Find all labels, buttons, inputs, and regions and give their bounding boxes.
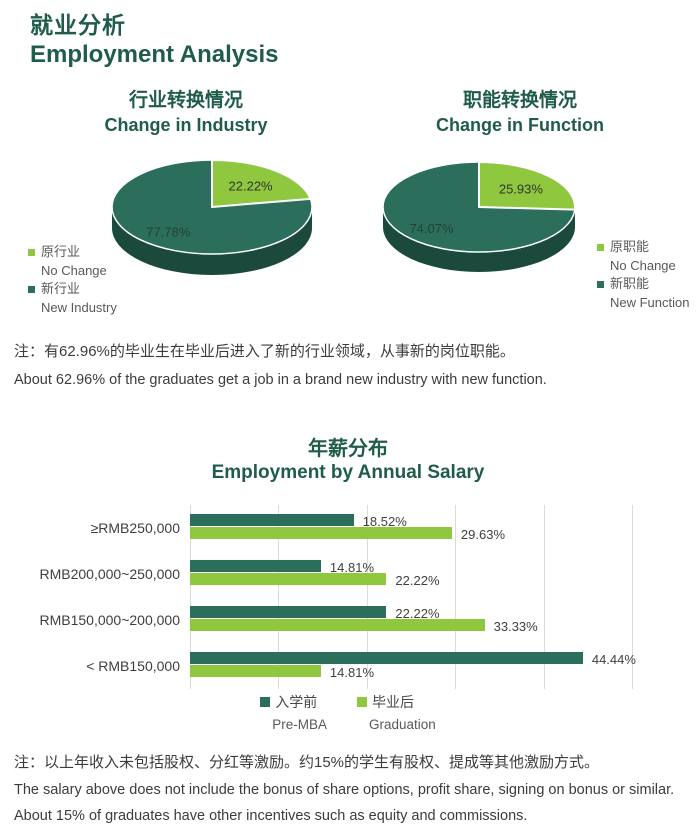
legend-item-graduation: 毕业后 Graduation — [356, 692, 436, 732]
legend-item: 新职能 — [597, 275, 689, 294]
graduation-swatch-icon — [356, 697, 367, 707]
function-pie-title-en: Change in Function — [436, 115, 604, 135]
function-pie-legend: 原职能 No Change 新职能 New Function — [597, 238, 689, 312]
legend-label-zh: 原行业 — [41, 244, 81, 259]
salary-chart-title-zh: 年薪分布 — [308, 438, 388, 460]
bar-category-label: RMB200,000~250,000 — [39, 566, 181, 582]
bar-category-label: < RMB150,000 — [86, 658, 180, 674]
bar-row: 18.52% 29.63% — [190, 505, 632, 551]
bar-row: 44.44% 14.81% — [190, 643, 636, 689]
legend-label-zh: 入学前 — [275, 694, 318, 710]
legend-item: 新行业 — [28, 280, 117, 299]
bar-value-label: 33.33% — [493, 619, 538, 634]
graduation-bar — [190, 573, 387, 585]
legend-label-en: No Change — [610, 257, 676, 273]
pre-mba-bar — [190, 560, 321, 572]
pie-charts-section: 行业转换情况 Change in Industry 职能转换情况 Change … — [0, 85, 696, 325]
bar-value-label: 18.52% — [362, 514, 407, 529]
industry-pie-title-en: Change in Industry — [104, 115, 268, 135]
salary-note-en2: About 15% of graduates have other incent… — [14, 808, 528, 824]
salary-chart-legend: 入学前 Pre-MBA 毕业后 Graduation — [0, 692, 696, 732]
page-header: 就业分析 Employment Analysis — [30, 6, 279, 69]
pie-slice-label: 77.78% — [146, 224, 191, 239]
industry-pie-chart: 22.22% 77.78% — [111, 159, 313, 275]
salary-bar-chart: ≥RMB250,000 RMB200,000~250,000 RMB150,000~… — [12, 505, 684, 689]
legend-label-zh: 毕业后 — [371, 694, 414, 710]
industry-note-zh: 注：有62.96%的毕业生在毕业后进入了新的行业领域，从事新的岗位职能。 — [14, 343, 515, 360]
legend-label-en: New Industry — [41, 299, 117, 315]
industry-note: 注：有62.96%的毕业生在毕业后进入了新的行业领域，从事新的岗位职能。 Abo… — [14, 338, 690, 394]
pre-mba-swatch-icon — [260, 697, 271, 707]
graduation-bar — [190, 619, 485, 631]
no-change-swatch-icon — [28, 248, 35, 256]
legend-item-pre-mba: 入学前 Pre-MBA — [260, 692, 327, 732]
bar-value-label: 14.81% — [329, 560, 374, 575]
legend-label-zh: 原职能 — [610, 239, 650, 254]
graduation-bar — [190, 665, 321, 677]
new-industry-swatch-icon — [28, 285, 35, 293]
salary-note-zh: 注：以上年收入未包括股权、分红等激励。约15%的学生有股权、提成等其他激励方式。 — [14, 754, 600, 771]
page-title-en: Employment Analysis — [30, 41, 279, 68]
pre-mba-bar — [190, 652, 583, 664]
no-change-swatch-icon — [597, 243, 604, 251]
legend-label-en: Graduation — [368, 717, 436, 732]
bar-plot-area: 18.52% 29.63% 14.81% 22.22% 22.22% 33.33% 44.4… — [190, 505, 636, 689]
gridline — [366, 505, 368, 689]
page-title-zh: 就业分析 — [30, 12, 126, 38]
pre-mba-bar — [190, 606, 387, 618]
function-pie-chart: 25.93% 74.07% — [382, 161, 576, 272]
pie-slice-label: 74.07% — [409, 221, 454, 236]
legend-label-en: No Change — [41, 262, 107, 278]
bar-value-label: 22.22% — [395, 606, 440, 621]
function-pie-title-zh: 职能转换情况 — [462, 90, 577, 111]
legend-label-en: New Function — [610, 294, 690, 310]
salary-chart-title-en: Employment by Annual Salary — [211, 462, 485, 483]
bar-row: 22.22% 33.33% — [190, 597, 632, 643]
industry-pie-legend: 原行业 No Change 新行业 New Industry — [28, 243, 117, 317]
gridline — [632, 505, 633, 689]
industry-note-en: About 62.96% of the graduates get a job … — [14, 372, 547, 388]
bar-category-labels: ≥RMB250,000 RMB200,000~250,000 RMB150,000~… — [12, 505, 190, 689]
salary-note: 注：以上年收入未包括股权、分红等激励。约15%的学生有股权、提成等其他激励方式。… — [14, 750, 690, 826]
pre-mba-bar — [190, 514, 354, 526]
gridline — [543, 505, 545, 689]
gridline — [190, 505, 191, 689]
legend-item: 原行业 — [28, 243, 117, 262]
bar-value-label: 29.63% — [460, 527, 506, 542]
gridline — [455, 505, 457, 689]
legend-label-zh: 新行业 — [41, 281, 81, 296]
industry-pie-title-zh: 行业转换情况 — [128, 90, 243, 111]
bar-category-label: ≥RMB250,000 — [90, 520, 180, 536]
bar-value-label: 22.22% — [395, 573, 440, 588]
salary-note-en1: The salary above does not include the bo… — [14, 781, 675, 798]
legend-item: 原职能 — [597, 238, 689, 257]
pie-slice-label: 25.93% — [499, 181, 544, 196]
pie-slice-label: 22.22% — [229, 178, 274, 193]
new-function-swatch-icon — [597, 280, 604, 288]
bar-value-label: 14.81% — [329, 665, 374, 680]
gridline — [278, 505, 280, 689]
graduation-bar — [190, 527, 452, 539]
bar-row: 14.81% 22.22% — [190, 551, 632, 597]
legend-label-en: Pre-MBA — [272, 717, 327, 732]
legend-label-zh: 新职能 — [610, 276, 650, 291]
bar-value-label: 44.44% — [591, 652, 636, 667]
bar-category-label: RMB150,000~200,000 — [39, 612, 181, 628]
